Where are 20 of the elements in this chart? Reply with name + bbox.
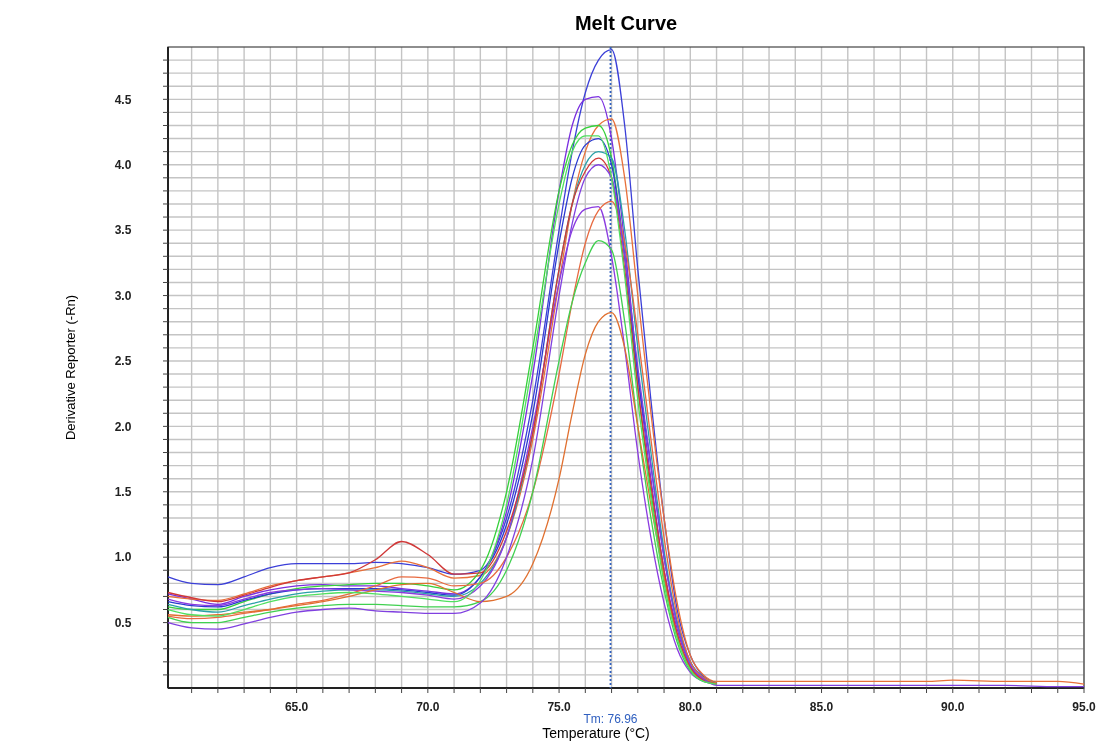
y-tick-label: 3.0 [114,288,132,303]
y-tick-label: 0.5 [114,615,132,630]
x-tick-label: 85.0 [809,700,834,714]
x-tick-label: 65.0 [284,700,309,714]
chart-title: Melt Curve [574,12,678,34]
y-tick-label: 4.0 [114,157,132,172]
y-tick-label: 1.0 [114,550,132,565]
x-axis-title: Temperature (°C) [542,725,650,741]
y-axis-title: Derivative Reporter (-Rn) [63,294,78,441]
y-tick-label: 4.5 [114,92,132,107]
x-tick-label: 75.0 [547,700,572,714]
y-tick-label: 3.5 [114,223,132,238]
y-tick-label: 2.0 [114,419,132,434]
x-tick-label: 80.0 [678,700,703,714]
ref-line-label: Tm: 76.96 [583,712,638,726]
y-tick-label: 1.5 [114,484,132,499]
x-tick-label: 90.0 [941,700,965,714]
x-tick-label: 95.0 [1072,700,1096,714]
y-tick-label: 2.5 [114,354,132,369]
x-tick-label: 70.0 [416,700,440,714]
